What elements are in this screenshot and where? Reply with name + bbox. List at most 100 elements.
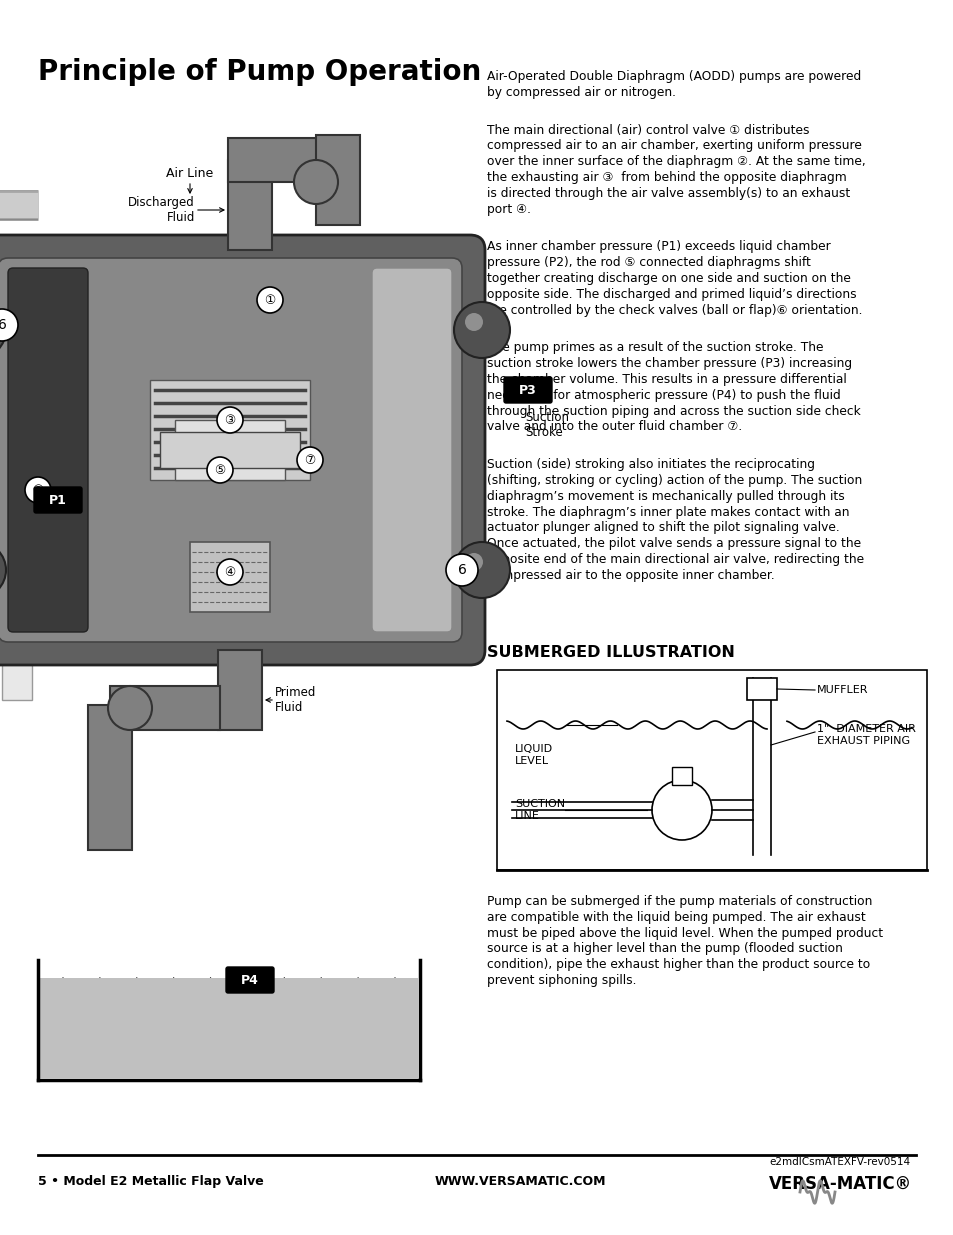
Bar xyxy=(228,161,272,249)
Text: is directed through the air valve assembly(s) to an exhaust: is directed through the air valve assemb… xyxy=(486,186,849,200)
Bar xyxy=(110,685,220,730)
Text: opposite end of the main directional air valve, redirecting the: opposite end of the main directional air… xyxy=(486,553,863,566)
Circle shape xyxy=(207,457,233,483)
Circle shape xyxy=(651,781,711,840)
Text: The pump primes as a result of the suction stroke. The: The pump primes as a result of the sucti… xyxy=(486,341,822,354)
Text: source is at a higher level than the pump (flooded suction: source is at a higher level than the pum… xyxy=(486,942,842,956)
Text: 1"  DIAMETER AIR
EXHAUST PIPING: 1" DIAMETER AIR EXHAUST PIPING xyxy=(816,724,915,746)
FancyBboxPatch shape xyxy=(0,258,461,642)
Text: ③: ③ xyxy=(224,414,235,426)
Text: port ④.: port ④. xyxy=(486,203,531,216)
Bar xyxy=(160,432,299,468)
Text: 5 • Model E2 Metallic Flap Valve: 5 • Model E2 Metallic Flap Valve xyxy=(38,1174,263,1188)
Text: compressed air to an air chamber, exerting uniform pressure: compressed air to an air chamber, exerti… xyxy=(486,140,861,152)
Circle shape xyxy=(464,553,482,571)
Text: 6: 6 xyxy=(457,563,466,577)
Circle shape xyxy=(464,312,482,331)
Text: P3: P3 xyxy=(518,384,537,396)
Text: are controlled by the check valves (ball or flap)⑥ orientation.: are controlled by the check valves (ball… xyxy=(486,304,862,316)
Text: diaphragm’s movement is mechanically pulled through its: diaphragm’s movement is mechanically pul… xyxy=(486,490,843,503)
Text: Suction (side) stroking also initiates the reciprocating: Suction (side) stroking also initiates t… xyxy=(486,458,814,472)
Bar xyxy=(481,317,503,342)
Circle shape xyxy=(454,542,510,598)
Text: MUFFLER: MUFFLER xyxy=(816,685,867,695)
Text: are compatible with the liquid being pumped. The air exhaust: are compatible with the liquid being pum… xyxy=(486,910,864,924)
Circle shape xyxy=(108,685,152,730)
FancyBboxPatch shape xyxy=(372,268,452,632)
Text: 2: INSTAL & OP: 2: INSTAL & OP xyxy=(12,480,22,574)
Text: Primed
Fluid: Primed Fluid xyxy=(274,685,316,714)
Text: by compressed air or nitrogen.: by compressed air or nitrogen. xyxy=(486,85,676,99)
Text: the exhausting air ③  from behind the opposite diaphragm: the exhausting air ③ from behind the opp… xyxy=(486,170,846,184)
Text: VERSA-MATIC®: VERSA-MATIC® xyxy=(767,1174,911,1193)
Text: ①: ① xyxy=(264,294,275,306)
FancyBboxPatch shape xyxy=(226,967,274,993)
Text: ④: ④ xyxy=(224,566,235,578)
Text: P4: P4 xyxy=(241,973,258,987)
FancyBboxPatch shape xyxy=(0,235,484,664)
Circle shape xyxy=(446,555,477,585)
Text: Air-Operated Double Diaphragm (AODD) pumps are powered: Air-Operated Double Diaphragm (AODD) pum… xyxy=(486,70,861,83)
Text: valve and into the outer fluid chamber ⑦.: valve and into the outer fluid chamber ⑦… xyxy=(486,420,741,433)
Bar xyxy=(746,678,776,700)
Text: (shifting, stroking or cycling) action of the pump. The suction: (shifting, stroking or cycling) action o… xyxy=(486,474,862,487)
Text: ⑦: ⑦ xyxy=(304,453,315,467)
Bar xyxy=(218,650,262,730)
Text: P1: P1 xyxy=(49,494,67,506)
Text: stroke. The diaphragm’s inner plate makes contact with an: stroke. The diaphragm’s inner plate make… xyxy=(486,505,848,519)
Bar xyxy=(174,420,285,480)
Circle shape xyxy=(256,287,283,312)
Bar xyxy=(88,705,132,850)
Text: As inner chamber pressure (P1) exceeds liquid chamber: As inner chamber pressure (P1) exceeds l… xyxy=(486,241,830,253)
Text: Principle of Pump Operation: Principle of Pump Operation xyxy=(38,58,480,86)
Circle shape xyxy=(216,408,243,433)
Text: Once actuated, the pilot valve sends a pressure signal to the: Once actuated, the pilot valve sends a p… xyxy=(486,537,861,551)
Text: suction stroke lowers the chamber pressure (P3) increasing: suction stroke lowers the chamber pressu… xyxy=(486,357,851,370)
Text: LIQUID
LEVEL: LIQUID LEVEL xyxy=(515,745,553,766)
Bar xyxy=(228,138,337,182)
Text: through the suction piping and across the suction side check: through the suction piping and across th… xyxy=(486,405,860,417)
Text: actuator plunger aligned to shift the pilot signaling valve.: actuator plunger aligned to shift the pi… xyxy=(486,521,839,535)
Text: opposite side. The discharged and primed liquid’s directions: opposite side. The discharged and primed… xyxy=(486,288,856,301)
Text: e2mdlCsmATEXFV-rev0514: e2mdlCsmATEXFV-rev0514 xyxy=(769,1157,909,1167)
Bar xyxy=(190,542,270,613)
Circle shape xyxy=(0,303,6,358)
Text: WWW.VERSAMATIC.COM: WWW.VERSAMATIC.COM xyxy=(434,1174,605,1188)
Text: necessary for atmospheric pressure (P4) to push the fluid: necessary for atmospheric pressure (P4) … xyxy=(486,389,840,401)
Text: the chamber volume. This results in a pressure differential: the chamber volume. This results in a pr… xyxy=(486,373,846,387)
FancyBboxPatch shape xyxy=(503,377,552,403)
Circle shape xyxy=(25,477,51,503)
Bar xyxy=(481,558,503,582)
Text: Pump can be submerged if the pump materials of construction: Pump can be submerged if the pump materi… xyxy=(486,895,871,908)
Bar xyxy=(2,354,32,700)
FancyBboxPatch shape xyxy=(34,487,82,513)
Bar xyxy=(150,380,310,480)
Circle shape xyxy=(294,161,337,204)
Text: The main directional (air) control valve ① distributes: The main directional (air) control valve… xyxy=(486,124,809,137)
Circle shape xyxy=(296,447,323,473)
Text: condition), pipe the exhaust higher than the product source to: condition), pipe the exhaust higher than… xyxy=(486,958,869,971)
Circle shape xyxy=(216,559,243,585)
Circle shape xyxy=(454,303,510,358)
Text: Suction
Stroke: Suction Stroke xyxy=(524,411,568,438)
Text: compressed air to the opposite inner chamber.: compressed air to the opposite inner cha… xyxy=(486,569,774,582)
Circle shape xyxy=(0,309,18,341)
Text: pressure (P2), the rod ⑤ connected diaphragms shift: pressure (P2), the rod ⑤ connected diaph… xyxy=(486,256,810,269)
Bar xyxy=(40,978,417,1078)
Bar xyxy=(671,767,691,785)
Text: ②: ② xyxy=(32,483,44,496)
Text: ⑤: ⑤ xyxy=(214,463,226,477)
Text: must be piped above the liquid level. When the pumped product: must be piped above the liquid level. Wh… xyxy=(486,926,882,940)
Text: 6: 6 xyxy=(0,317,7,332)
Text: prevent siphoning spills.: prevent siphoning spills. xyxy=(486,974,636,987)
Bar xyxy=(315,135,359,225)
Text: Discharged
Fluid: Discharged Fluid xyxy=(128,196,194,224)
Text: Air Line: Air Line xyxy=(166,167,213,180)
FancyBboxPatch shape xyxy=(8,268,88,632)
Circle shape xyxy=(0,542,6,598)
Text: SUCTION
LINE: SUCTION LINE xyxy=(515,799,564,821)
Text: over the inner surface of the diaphragm ②. At the same time,: over the inner surface of the diaphragm … xyxy=(486,156,864,168)
Bar xyxy=(497,671,926,869)
Text: SUBMERGED ILLUSTRATION: SUBMERGED ILLUSTRATION xyxy=(486,645,734,659)
Text: together creating discharge on one side and suction on the: together creating discharge on one side … xyxy=(486,272,850,285)
